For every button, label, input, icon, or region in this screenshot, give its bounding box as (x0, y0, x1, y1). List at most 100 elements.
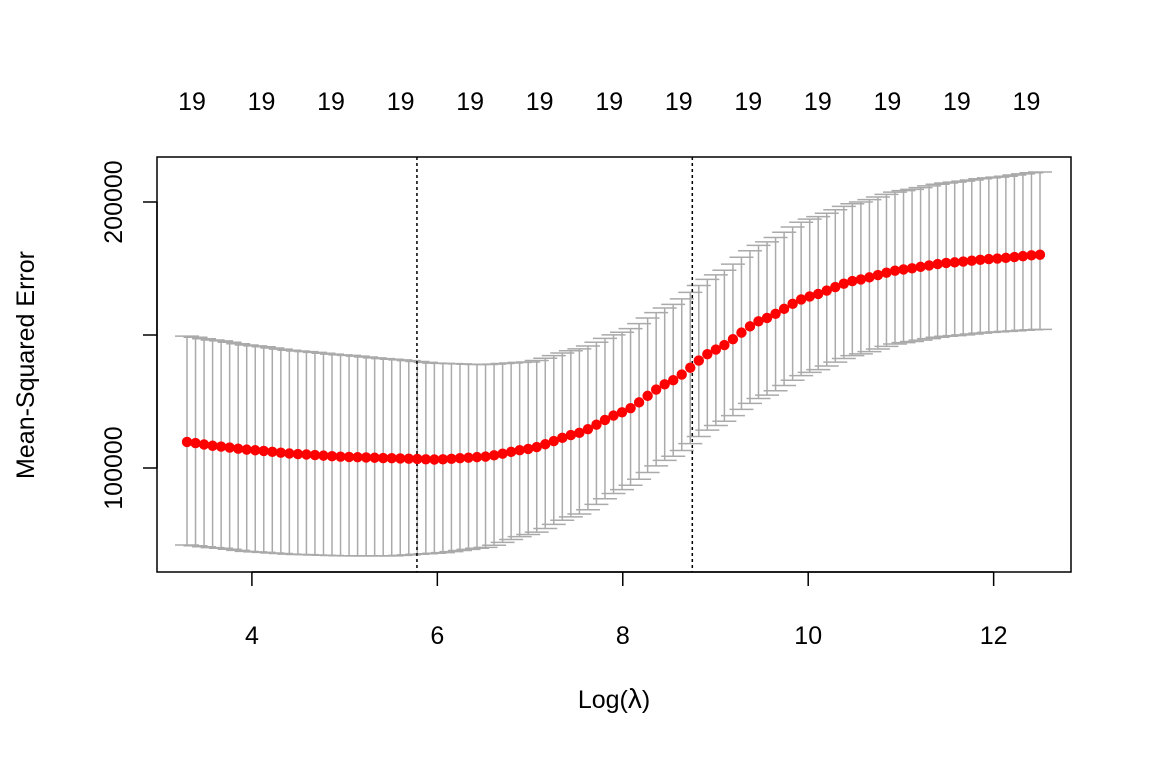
mean-point (599, 414, 611, 426)
mean-point (181, 436, 193, 448)
mean-point (198, 439, 210, 450)
top-label: 19 (248, 88, 276, 116)
top-axis-labels: 19 19 19 19 19 19 19 19 19 19 19 19 19 (178, 88, 1040, 116)
mean-point (616, 407, 628, 418)
mean-point (864, 272, 875, 283)
mean-point (744, 321, 756, 332)
mean-point (292, 448, 304, 460)
mean-point (642, 390, 653, 402)
mean-point (437, 454, 449, 465)
mean-point (565, 429, 577, 441)
y-axis-title: Mean-Squared Error (12, 251, 40, 479)
mean-point (250, 445, 261, 456)
mean-point (761, 312, 773, 324)
mean-point (224, 442, 235, 453)
mean-point (207, 440, 218, 451)
mean-point (505, 446, 517, 458)
mean-point (267, 446, 278, 457)
mean-point (403, 453, 414, 464)
error-bars-group (175, 171, 1052, 557)
mean-point (949, 257, 960, 268)
mean-point (906, 263, 918, 274)
mean-point (940, 257, 952, 269)
mean-point (335, 451, 346, 462)
mean-point (889, 265, 901, 276)
top-label: 19 (178, 88, 206, 116)
mean-point (710, 344, 722, 355)
mean-point (693, 355, 704, 366)
mean-point (258, 445, 269, 457)
mean-point (531, 441, 542, 453)
mean-point (727, 333, 739, 345)
mean-point (753, 316, 764, 327)
mean-point (608, 410, 619, 421)
mean-point (395, 453, 406, 464)
mean-point (360, 452, 372, 463)
top-label: 19 (873, 88, 901, 116)
mean-point (966, 255, 977, 266)
x-axis: 4 6 8 10 12 (245, 571, 1008, 650)
mean-point (463, 452, 474, 463)
mean-point (275, 447, 287, 458)
mean-point (591, 419, 602, 430)
mean-point (1009, 251, 1020, 263)
mean-point (326, 450, 338, 462)
mean-point (787, 298, 798, 310)
mean-point (625, 402, 636, 414)
mean-point (881, 267, 892, 278)
x-tick-label: 8 (616, 622, 630, 650)
mean-point (778, 303, 790, 315)
mean-point (813, 288, 824, 300)
top-label: 19 (595, 88, 623, 116)
mean-point (284, 448, 295, 459)
mean-point (676, 369, 687, 380)
mean-point (668, 375, 679, 386)
top-label: 19 (1013, 88, 1041, 116)
top-label: 19 (456, 88, 484, 116)
y-tick-label: 200000 (100, 160, 128, 243)
top-label: 19 (387, 88, 415, 116)
x-axis-title: Log(λ) (578, 683, 650, 714)
y-tick-label: 100000 (100, 426, 128, 509)
mean-point (992, 253, 1003, 264)
mean-point (352, 451, 363, 463)
mean-point (429, 454, 440, 465)
mean-point (804, 291, 815, 302)
mean-point (932, 258, 943, 270)
mean-point (454, 453, 466, 464)
top-label: 19 (943, 88, 971, 116)
mean-point (318, 450, 329, 461)
top-label: 19 (526, 88, 554, 116)
mean-point (702, 348, 713, 360)
mean-point (821, 285, 832, 296)
mean-point (872, 269, 884, 281)
mean-point (685, 362, 696, 373)
mean-point (471, 451, 483, 463)
mean-point (1026, 250, 1037, 261)
mean-point (190, 437, 201, 449)
mean-point (241, 444, 252, 455)
mean-point (633, 397, 645, 408)
mean-point (574, 427, 585, 439)
top-label: 19 (734, 88, 762, 116)
mean-point (343, 451, 355, 463)
mean-point (650, 384, 662, 395)
top-label: 19 (804, 88, 832, 116)
mean-point (301, 449, 312, 460)
mean-point (1034, 249, 1046, 260)
mean-point (830, 281, 841, 293)
x-axis-title-prefix: Log( (578, 686, 629, 714)
mean-point (420, 454, 432, 465)
mean-point (1017, 250, 1029, 262)
mean-point (958, 256, 969, 267)
mean-point (838, 278, 850, 289)
mean-point (412, 453, 423, 465)
mean-point (923, 260, 935, 271)
mean-points-group (181, 249, 1046, 465)
mean-point (377, 452, 389, 464)
x-tick-label: 12 (980, 622, 1008, 650)
mean-point (847, 275, 858, 287)
mean-point (309, 449, 321, 461)
top-label: 19 (317, 88, 345, 116)
